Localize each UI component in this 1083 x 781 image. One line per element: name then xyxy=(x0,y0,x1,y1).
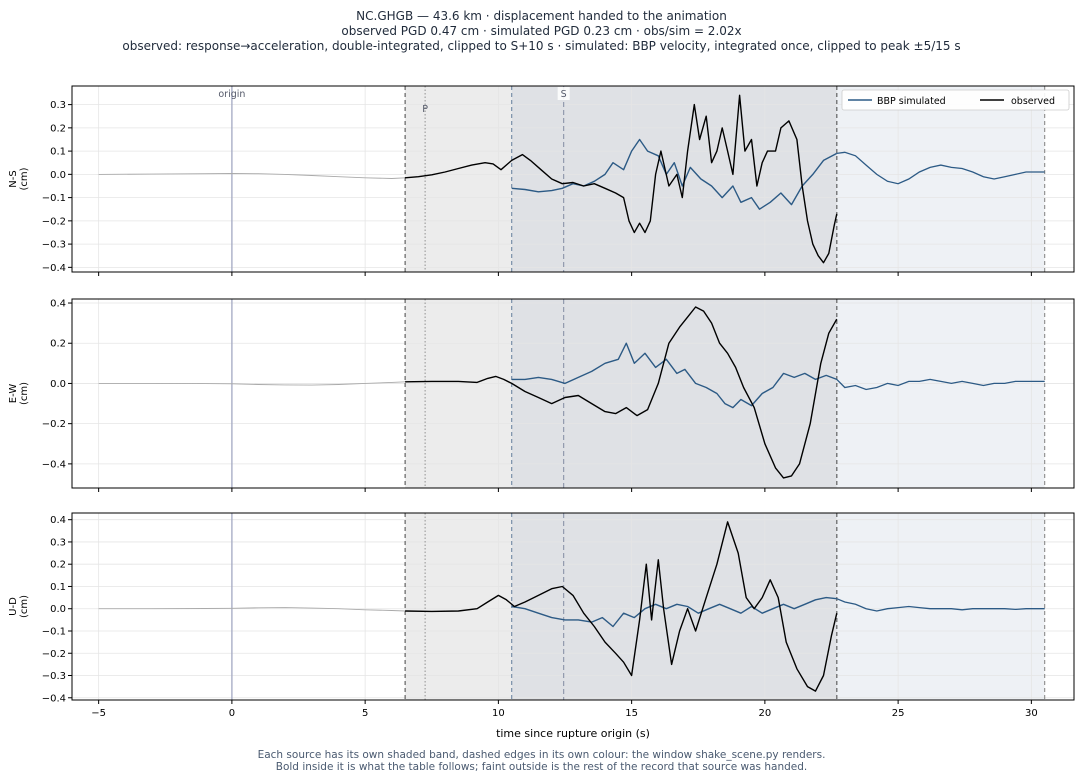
y-tick-label: −0.4 xyxy=(42,263,66,274)
simulated-post-trace-ew xyxy=(836,378,1045,391)
y-tick-label: 0.0 xyxy=(50,604,66,615)
simulated-trace-ud xyxy=(511,596,837,628)
y-tick-label: −0.2 xyxy=(42,649,66,660)
legend-label-observed: observed xyxy=(1011,96,1055,107)
p-arrival-label: P xyxy=(422,104,428,115)
simulated-window-band-ud xyxy=(836,513,1045,700)
faint-pre-trace-ud xyxy=(98,607,406,612)
y-tick-label: −0.1 xyxy=(42,626,66,637)
simulated-post-trace-ud xyxy=(836,598,1045,612)
y-tick-label: 0.4 xyxy=(50,299,66,310)
simulated-trace-ns xyxy=(511,138,838,210)
simulated-post-trace-ns xyxy=(836,151,1045,185)
title-line-2: observed PGD 0.47 cm · simulated PGD 0.2… xyxy=(341,24,742,38)
x-tick-label: 0 xyxy=(229,708,235,719)
observed-window-band-ns xyxy=(405,86,512,272)
y-tick-label: −0.4 xyxy=(42,459,66,470)
y-tick-label: 0.2 xyxy=(50,560,66,571)
faint-pre-trace-ew xyxy=(98,381,406,386)
s-label-box xyxy=(557,87,570,100)
footer-line-1: Each source has its own shaded band, das… xyxy=(257,749,826,761)
legend-box xyxy=(841,89,1070,111)
y-tick-label: 0.3 xyxy=(50,537,66,548)
y-tick-label: 0.2 xyxy=(50,123,66,134)
y-tick-label: −0.2 xyxy=(42,419,66,430)
y-tick-label: 0.1 xyxy=(50,147,66,158)
overlap-window-band-ud xyxy=(511,513,837,700)
title-line-1: NC.GHGB — 43.6 km · displacement handed … xyxy=(356,9,727,23)
y-tick-label: 0.0 xyxy=(50,379,66,390)
y-tick-label: 0.1 xyxy=(50,582,66,593)
simulated-window-band-ew xyxy=(836,299,1045,488)
simulated-trace-ew xyxy=(511,342,838,409)
observed-trace-ns xyxy=(405,94,838,264)
y-tick-label: −0.3 xyxy=(42,671,66,682)
y-axis-label-ns: N-S(cm) xyxy=(8,167,30,190)
x-tick-label: 25 xyxy=(892,708,905,719)
faint-pre-trace-ns xyxy=(98,172,406,179)
legend-label-simulated: BBP simulated xyxy=(877,96,946,107)
y-tick-label: 0.4 xyxy=(50,515,66,526)
y-tick-label: 0.3 xyxy=(50,100,66,111)
y-tick-label: 0.2 xyxy=(50,339,66,350)
s-arrival-label: S xyxy=(561,89,567,100)
y-tick-label: −0.2 xyxy=(42,216,66,227)
observed-window-band-ew xyxy=(405,299,512,488)
y-axis-label-ew: E-W(cm) xyxy=(8,382,30,405)
y-tick-label: −0.1 xyxy=(42,193,66,204)
title-line-3: observed: response→acceleration, double-… xyxy=(122,39,961,53)
observed-trace-ew xyxy=(405,306,838,479)
x-axis-label: time since rupture origin (s) xyxy=(496,727,650,740)
panel-frame-ud xyxy=(71,512,1075,701)
observed-window-band-ud xyxy=(405,513,512,700)
x-tick-label: 15 xyxy=(625,708,638,719)
x-tick-label: 5 xyxy=(362,708,368,719)
y-tick-label: −0.4 xyxy=(42,693,66,704)
y-axis-label-ud: U-D(cm) xyxy=(8,595,30,618)
panel-frame-ns xyxy=(71,85,1075,273)
y-tick-label: −0.3 xyxy=(42,240,66,251)
x-tick-label: 20 xyxy=(759,708,772,719)
x-tick-label: 30 xyxy=(1025,708,1038,719)
footer-line-2: Bold inside it is what the table follows… xyxy=(275,761,808,773)
observed-trace-ud xyxy=(405,521,838,692)
overlap-window-band-ew xyxy=(511,299,837,488)
panel-frame-ew xyxy=(71,298,1075,489)
x-tick-label: 10 xyxy=(492,708,505,719)
simulated-window-band-ns xyxy=(836,86,1045,272)
origin-label: origin xyxy=(218,89,245,100)
y-tick-label: 0.0 xyxy=(50,170,66,181)
x-tick-label: −5 xyxy=(91,708,106,719)
